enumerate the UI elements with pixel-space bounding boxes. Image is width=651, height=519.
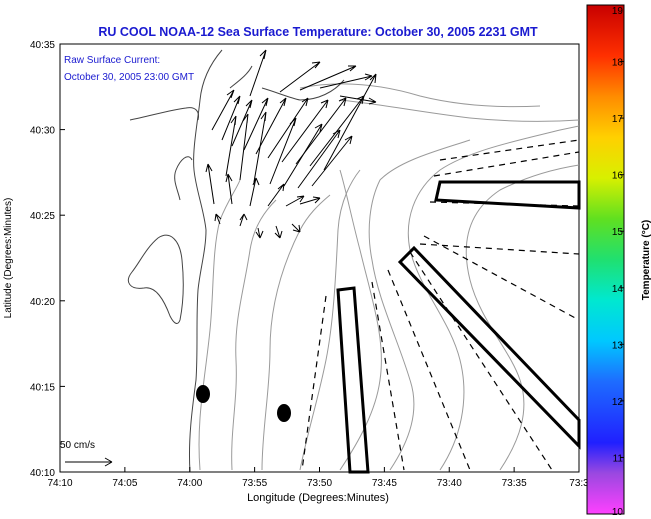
map-title: RU COOL NOAA-12 Sea Surface Temperature:… [98, 25, 538, 39]
x-axis: 74:10 74:05 74:00 73:55 73:50 73:45 73:40 73:35… [47, 467, 589, 504]
colorbar-tick-label: 10 [612, 507, 624, 518]
colorbar-tick-marks [620, 4, 624, 515]
y-tick-label: 40:10 [30, 468, 55, 479]
colorbar-tick-labels: 19 18 17 16 15 14 13 12 11 10 [612, 6, 624, 518]
y-tick-marks [60, 43, 65, 473]
colorbar-tick-label: 13 [612, 340, 624, 351]
colorbar-tick-label: 12 [612, 397, 624, 408]
x-tick-label: 74:00 [177, 478, 202, 489]
y-tick-label: 40:35 [30, 40, 55, 51]
legend-title: Raw Surface Current: [64, 55, 160, 66]
y-axis: 40:35 40:30 40:25 40:20 40:15 40:10 Latitude … [3, 40, 65, 479]
temperature-colorbar: 19 18 17 16 15 14 13 12 11 10 Temperature (°C) [586, 4, 651, 518]
scale-label: 50 cm/s [60, 440, 95, 451]
station-markers [196, 385, 291, 422]
scale-arrow [65, 457, 113, 467]
colorbar-tick-label: 18 [612, 58, 624, 69]
colorbar-tick-label: 16 [612, 171, 624, 182]
y-axis-label: Latitude (Degrees:Minutes) [3, 198, 14, 319]
x-tick-label: 73:55 [242, 478, 267, 489]
x-tick-label: 74:10 [47, 478, 72, 489]
x-tick-label: 73:35 [502, 478, 527, 489]
map-frame [59, 43, 580, 473]
legend-time: October 30, 2005 23:00 GMT [64, 72, 194, 83]
y-tick-label: 40:15 [30, 382, 55, 393]
y-tick-labels: 40:35 40:30 40:25 40:20 40:15 40:10 [30, 40, 55, 479]
x-tick-label: 73:40 [437, 478, 462, 489]
colorbar-tick-label: 14 [612, 284, 624, 295]
x-tick-label: 73:45 [372, 478, 397, 489]
x-tick-marks [59, 467, 580, 472]
x-axis-label: Longitude (Degrees:Minutes) [247, 492, 389, 504]
x-tick-labels: 74:10 74:05 74:00 73:55 73:50 73:45 73:40 73:35… [47, 478, 589, 489]
station-marker-north [196, 385, 210, 403]
x-tick-label: 73:50 [307, 478, 332, 489]
x-tick-label: 73:3 [569, 478, 589, 489]
current-vector-field [205, 49, 377, 239]
colorbar-label: Temperature (°C) [641, 220, 651, 301]
station-marker-south [277, 404, 291, 422]
coastline [128, 49, 345, 473]
y-tick-label: 40:25 [30, 211, 55, 222]
y-tick-label: 40:30 [30, 126, 55, 137]
radar-beam-lines [301, 139, 580, 471]
map-panel: 50 cm/s Raw Surface Current: October 30,… [59, 43, 581, 474]
radar-beam-boxes [336, 180, 581, 474]
x-tick-label: 74:05 [112, 478, 137, 489]
colorbar-tick-label: 17 [612, 114, 624, 125]
colorbar-tick-label: 19 [612, 6, 624, 17]
colorbar-gradient [586, 4, 625, 515]
colorbar-tick-label: 15 [612, 227, 624, 238]
y-tick-label: 40:20 [30, 297, 55, 308]
colorbar-tick-label: 11 [613, 453, 624, 464]
